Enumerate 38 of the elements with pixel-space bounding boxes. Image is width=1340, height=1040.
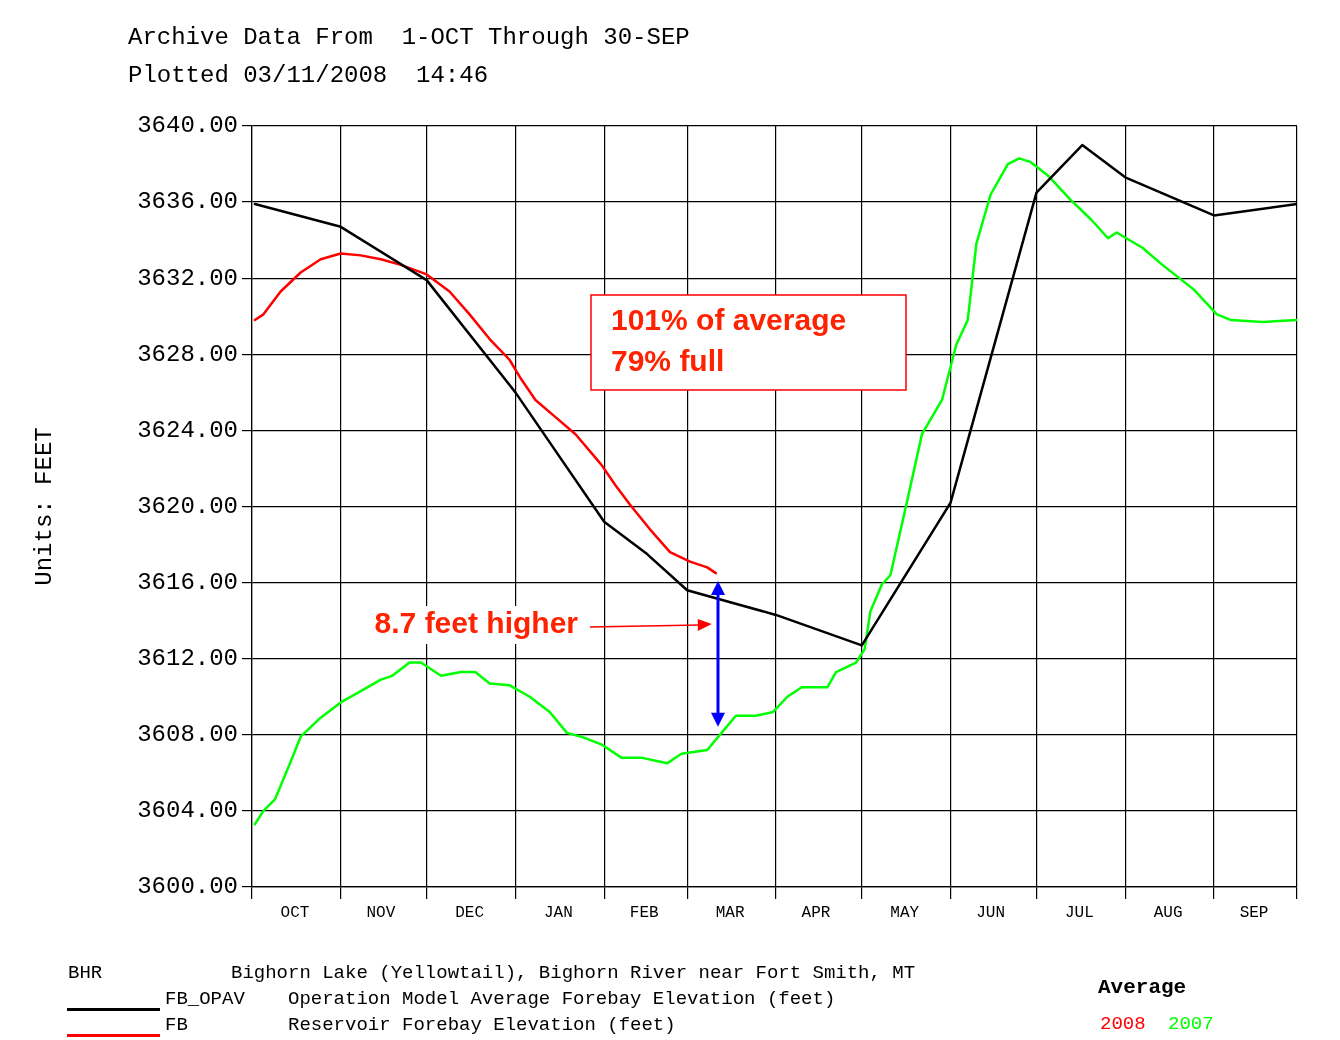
y-tick-label: 3640.00 (137, 112, 238, 140)
y-tick-label: 3612.00 (137, 645, 238, 673)
y-tick-label: 3628.00 (137, 340, 238, 368)
text: Operation Model Average Forebay Elevation (feet) (288, 988, 836, 1010)
x-tick-label: MAY (890, 903, 920, 922)
x-tick-label: JUN (976, 903, 1006, 922)
x-tick-label: DEC (455, 903, 484, 922)
text: Bighorn Lake (Yellowtail), Bighorn River near Fort Smith, MT (231, 962, 916, 984)
text: Average (1098, 976, 1187, 999)
x-tick-label: SEP (1239, 903, 1269, 922)
annotation: 79% full (611, 344, 725, 378)
y-tick-label: 3604.00 (137, 797, 238, 825)
legend-label: FB_OPAV (165, 988, 245, 1010)
y-tick-label: 3616.00 (137, 568, 238, 596)
text: 2008 (1100, 1013, 1146, 1035)
y-tick-label: 3636.00 (137, 188, 238, 216)
x-tick-label: FEB (629, 903, 659, 922)
text: Reservoir Forebay Elevation (feet) (288, 1014, 676, 1036)
text: BHR (68, 962, 103, 984)
x-tick-label: JUL (1065, 903, 1094, 922)
text: 2007 (1168, 1013, 1214, 1035)
legend-label: FB (165, 1014, 188, 1036)
x-tick-label: JAN (543, 903, 573, 922)
annotation: 101% of average (611, 303, 847, 337)
y-tick-label: 3620.00 (137, 492, 238, 520)
annotation: 8.7 feet higher (374, 606, 579, 640)
y-tick-label: 3608.00 (137, 721, 238, 749)
y-tick-label: 3632.00 (137, 264, 238, 292)
chart-subtitle: Plotted 03/11/2008 14:46 (128, 62, 489, 89)
chart-title: Archive Data From 1-OCT Through 30-SEP (128, 24, 690, 51)
x-tick-label: APR (801, 903, 831, 922)
y-tick-label: 3600.00 (137, 873, 238, 901)
y-tick-label: 3624.00 (137, 416, 238, 444)
x-tick-label: NOV (366, 903, 396, 922)
x-tick-label: AUG (1153, 903, 1183, 922)
x-tick-label: OCT (280, 903, 310, 922)
y-axis-title: Units: FEET (30, 427, 58, 586)
x-tick-label: MAR (715, 903, 745, 922)
